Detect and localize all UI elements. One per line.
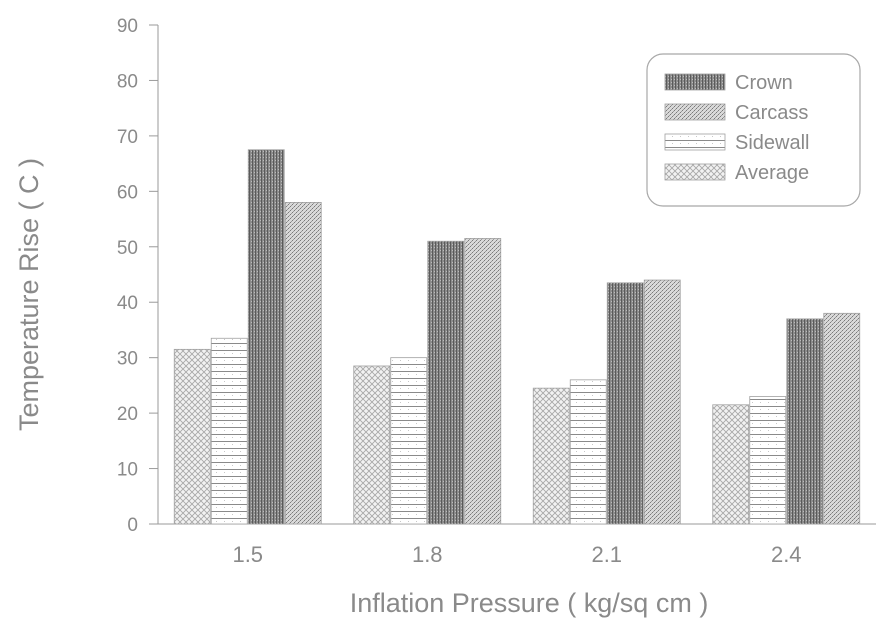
x-tick-label: 1.5 (232, 542, 263, 567)
bar-crown-1-5 (247, 149, 285, 525)
y-tick-label: 70 (117, 127, 138, 148)
y-tick-label: 0 (127, 515, 138, 536)
legend-swatch-crown (664, 73, 726, 91)
y-tick-label: 30 (117, 349, 138, 370)
bar-carcass-1-8 (464, 238, 502, 525)
x-tick-label: 2.4 (771, 542, 802, 567)
bar-average-1-8 (353, 365, 391, 525)
legend-label-sidewall: Sidewall (735, 132, 809, 154)
x-tick-label: 2.1 (591, 542, 622, 567)
bar-carcass-1-5 (284, 202, 322, 525)
legend-swatch-sidewall (664, 133, 726, 151)
bar-average-1-5 (173, 348, 211, 525)
bar-average-2-4 (712, 404, 750, 525)
y-tick-label: 60 (117, 182, 138, 203)
bar-average-2-1 (532, 387, 570, 525)
y-tick-label: 80 (117, 71, 138, 92)
bar-crown-1-8 (427, 240, 465, 525)
bar-carcass-2-1 (643, 279, 681, 525)
x-tick-label: 1.8 (412, 542, 443, 567)
bar-sidewall-2-4 (749, 396, 787, 525)
legend-swatch-average (664, 163, 726, 181)
bar-crown-2-1 (606, 282, 644, 525)
bar-sidewall-2-1 (569, 379, 607, 525)
legend-label-average: Average (735, 162, 809, 184)
x-axis-title: Inflation Pressure ( kg/sq cm ) (350, 588, 709, 618)
y-tick-label: 10 (117, 460, 138, 481)
y-tick-label: 40 (117, 293, 138, 314)
bar-crown-2-4 (786, 318, 824, 525)
y-tick-label: 20 (117, 404, 138, 425)
legend-label-crown: Crown (735, 72, 793, 94)
y-tick-label: 50 (117, 238, 138, 259)
legend-label-carcass: Carcass (735, 102, 808, 124)
legend-swatch-carcass (664, 103, 726, 121)
bar-sidewall-1-5 (210, 337, 248, 525)
y-axis-title: Temperature Rise ( C ) (14, 158, 44, 431)
bar-sidewall-1-8 (390, 357, 428, 525)
y-tick-label: 90 (117, 16, 138, 37)
bar-carcass-2-4 (823, 312, 861, 525)
